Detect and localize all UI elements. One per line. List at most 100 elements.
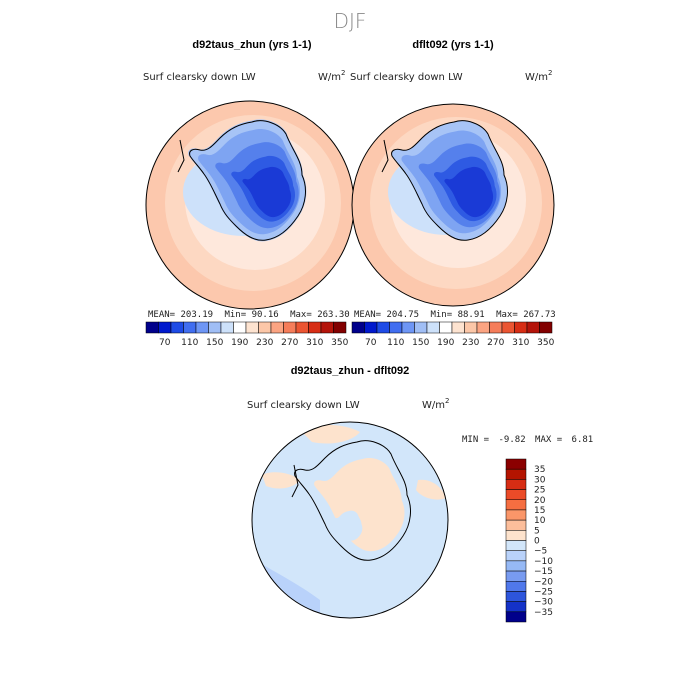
colorbar-segment xyxy=(505,479,527,490)
colorbar-segment xyxy=(295,321,309,334)
south-america-tip xyxy=(381,139,389,173)
colorbar-tick-label: 0 xyxy=(534,537,540,547)
stats-line: MEAN= 204.75 Min= 88.91 Max= 267.73 xyxy=(354,310,556,320)
colorbar-tick-label: 70 xyxy=(365,338,377,348)
units-exponent: 2 xyxy=(341,69,345,77)
colorbar-tick-label: 190 xyxy=(231,338,248,348)
units-exponent: 2 xyxy=(548,69,552,77)
colorbar-segment xyxy=(505,601,527,613)
colorbar-tick-label: 20 xyxy=(534,496,546,506)
colorbar-segment xyxy=(333,321,347,334)
colorbar-segment xyxy=(376,321,390,334)
field-label: Surf clearsky down LW xyxy=(247,400,360,411)
units-exponent: 2 xyxy=(445,397,449,405)
colorbar-tick-label: −35 xyxy=(534,608,553,618)
min-label: MIN = xyxy=(462,435,490,445)
colorbar-segment xyxy=(220,321,234,334)
colorbar-segment xyxy=(401,321,415,334)
colorbar-segment xyxy=(505,611,527,623)
mean-label: MEAN= xyxy=(354,310,382,320)
colorbar-tick-label: 70 xyxy=(159,338,171,348)
colorbar-tick-label: 5 xyxy=(534,526,540,536)
colorbar-segment xyxy=(245,321,259,334)
max-value: 263.30 xyxy=(317,310,350,320)
colorbar-tick-label: −5 xyxy=(534,547,547,557)
colorbar-tick-label: 190 xyxy=(437,338,454,348)
colorbar-segment xyxy=(505,458,527,470)
colorbar-segment xyxy=(351,321,365,334)
colorbar-segment xyxy=(505,581,527,592)
colorbar-tick-label: 110 xyxy=(181,338,198,348)
colorbar-segment xyxy=(526,321,540,334)
colorbar-tick-label: 25 xyxy=(534,486,545,496)
south-america-tip xyxy=(177,139,185,173)
stats-line: MEAN= 203.19 Min= 90.16 Max= 263.30 xyxy=(148,310,350,320)
max-value: 6.81 xyxy=(572,435,594,445)
colorbar-segment xyxy=(505,468,527,480)
min-value: -9.82 xyxy=(499,435,526,445)
colorbar-tick-label: −15 xyxy=(534,567,553,577)
polar-map xyxy=(352,104,554,306)
colorbar-segment xyxy=(170,321,184,334)
minmax-line: MIN = -9.82 MAX = 6.81 xyxy=(462,435,593,445)
mean-value: 203.19 xyxy=(181,310,214,320)
colorbar-segment xyxy=(489,321,503,334)
south-america-tip xyxy=(291,464,299,498)
units-label: W/m2 xyxy=(422,397,449,411)
mean-value: 204.75 xyxy=(387,310,420,320)
colorbar-segment xyxy=(505,499,527,511)
units-label: W/m2 xyxy=(318,69,345,83)
colorbar-tick-label: −10 xyxy=(534,557,553,567)
colorbar-segment xyxy=(308,321,322,334)
contour-diff-pos-east xyxy=(416,479,446,500)
mean-label: MEAN= xyxy=(148,310,176,320)
field-label: Surf clearsky down LW xyxy=(143,72,256,83)
units-base: W/m xyxy=(525,72,548,83)
colorbar-tick-label: 270 xyxy=(281,338,298,348)
min-label: Min= xyxy=(224,310,246,320)
colorbar-segment xyxy=(283,321,297,334)
colorbar-tick-label: 310 xyxy=(306,338,323,348)
colorbar-tick-label: 230 xyxy=(256,338,273,348)
field-label: Surf clearsky down LW xyxy=(350,72,463,83)
colorbar-tick-label: 150 xyxy=(206,338,223,348)
units-label: W/m2 xyxy=(525,69,552,83)
colorbar-segment xyxy=(258,321,272,334)
colorbar-segment xyxy=(389,321,403,334)
contour-diff-pos-west xyxy=(262,472,300,489)
max-label: Max= xyxy=(290,310,312,320)
map-boundary xyxy=(351,103,555,307)
colorbar-tick-label: 350 xyxy=(537,338,554,348)
colorbar-tick-label: 10 xyxy=(534,516,546,526)
colorbar-tick-label: 15 xyxy=(534,506,545,516)
colorbar-segment xyxy=(501,321,515,334)
max-label: MAX = xyxy=(535,435,563,445)
map-panel-diff: d92taus_zhun - dflt092 Surf clearsky dow… xyxy=(247,365,593,623)
colorbar-segment xyxy=(320,321,334,334)
colorbar-tick-label: 230 xyxy=(462,338,479,348)
colorbar-segment xyxy=(426,321,440,334)
colorbar-segment xyxy=(195,321,209,334)
colorbar-segment xyxy=(145,321,159,334)
colorbar-2: 70 110 150 190 230 270 310 350 xyxy=(351,321,555,348)
colorbar-tick-label: 150 xyxy=(412,338,429,348)
map-panel-1: d92taus_zhun (yrs 1-1) Surf clearsky dow… xyxy=(143,39,355,348)
colorbar-tick-label: 110 xyxy=(387,338,404,348)
colorbar-tick-label: −20 xyxy=(534,577,553,587)
colorbar-segment xyxy=(505,591,527,602)
colorbar-tick-label: 310 xyxy=(512,338,529,348)
map-panel-2: dflt092 (yrs 1-1) Surf clearsky down LW … xyxy=(350,39,556,348)
colorbar-tick-label: 30 xyxy=(534,475,546,485)
panel-title: d92taus_zhun - dflt092 xyxy=(291,365,410,377)
colorbar-segment xyxy=(158,321,172,334)
colorbar-segment xyxy=(183,321,197,334)
units-base: W/m xyxy=(422,400,445,411)
colorbar-segment xyxy=(270,321,284,334)
colorbar-segment xyxy=(451,321,465,334)
colorbar-tick-label: 270 xyxy=(487,338,504,348)
colorbar-segment xyxy=(439,321,453,334)
max-label: Max= xyxy=(496,310,518,320)
figure-title: DJF xyxy=(334,9,367,33)
panel-title: dflt092 (yrs 1-1) xyxy=(412,39,494,51)
